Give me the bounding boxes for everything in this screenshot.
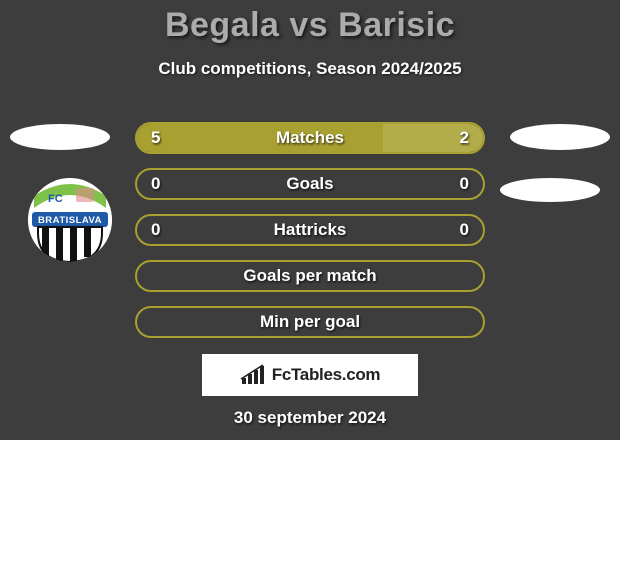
- bar-chart-icon: [240, 364, 266, 386]
- stat-label: Min per goal: [260, 312, 360, 332]
- svg-text:FC: FC: [48, 193, 63, 205]
- page-title: Begala vs Barisic: [0, 6, 620, 45]
- club-left-badge: FC BRATISLAVA: [28, 178, 112, 262]
- stat-rows: 5 Matches 2 0 Goals 0 0 Hattricks 0 Goals per mat…: [135, 122, 485, 352]
- club-badge-icon: FC BRATISLAVA: [28, 178, 112, 262]
- stat-label: Goals: [286, 174, 333, 194]
- stat-value-left: 0: [151, 174, 160, 194]
- stat-row: Min per goal: [135, 306, 485, 338]
- stat-row: 0 Goals 0: [135, 168, 485, 200]
- stat-fill-left: [137, 124, 383, 152]
- subtitle: Club competitions, Season 2024/2025: [0, 59, 620, 79]
- player-right-photo-placeholder: [510, 124, 610, 150]
- attribution-box: FcTables.com: [202, 354, 418, 396]
- date-label: 30 september 2024: [234, 408, 386, 428]
- club-right-badge-placeholder: [500, 178, 600, 202]
- stat-row: 0 Hattricks 0: [135, 214, 485, 246]
- stat-row: Goals per match: [135, 260, 485, 292]
- stat-label: Matches: [276, 128, 344, 148]
- player-left-photo-placeholder: [10, 124, 110, 150]
- stat-value-right: 2: [460, 128, 469, 148]
- stat-value-right: 0: [460, 220, 469, 240]
- stat-label: Goals per match: [243, 266, 376, 286]
- comparison-card: Begala vs Barisic Club competitions, Sea…: [0, 0, 620, 440]
- stat-value-left: 0: [151, 220, 160, 240]
- svg-text:BRATISLAVA: BRATISLAVA: [38, 215, 102, 226]
- stat-label: Hattricks: [274, 220, 347, 240]
- attribution-text: FcTables.com: [272, 365, 381, 385]
- stat-value-right: 0: [460, 174, 469, 194]
- stat-value-left: 5: [151, 128, 160, 148]
- stat-row: 5 Matches 2: [135, 122, 485, 154]
